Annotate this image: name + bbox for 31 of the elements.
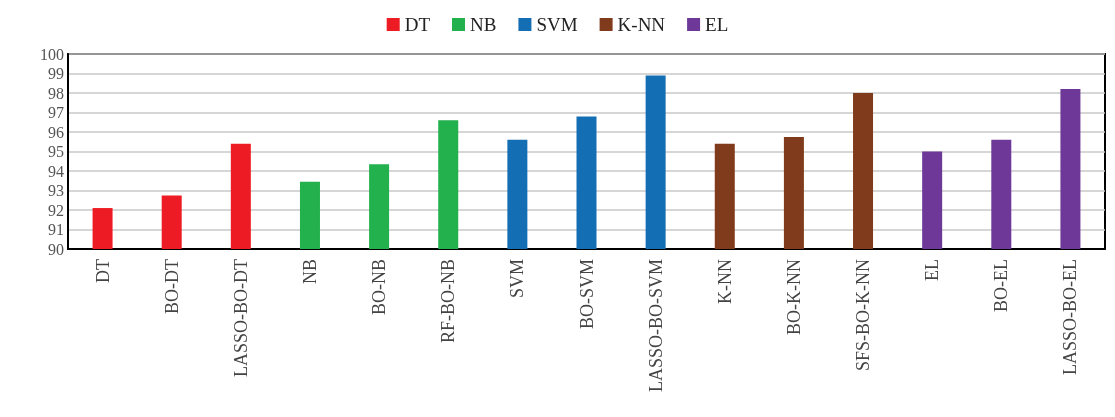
x-tick-label: BO-K-NN bbox=[783, 259, 804, 335]
x-tick-label: LASSO-BO-DT bbox=[230, 259, 251, 378]
y-tick-label: 100 bbox=[40, 45, 64, 63]
x-tick-label: BO-DT bbox=[161, 259, 182, 314]
y-tick-label: 98 bbox=[48, 84, 64, 102]
x-tick-label: EL bbox=[922, 259, 943, 281]
x-tick-label: SFS-BO-K-NN bbox=[853, 259, 874, 372]
y-tick-label: 92 bbox=[48, 201, 64, 219]
legend-label: K-NN bbox=[617, 14, 666, 35]
x-tick-label: BO-SVM bbox=[576, 259, 597, 330]
x-tick-label: K-NN bbox=[714, 259, 735, 304]
y-tick-label: 95 bbox=[48, 143, 64, 160]
x-tick-label: BO-EL bbox=[991, 259, 1012, 312]
y-tick-label: 91 bbox=[48, 221, 64, 238]
y-tick-label: 93 bbox=[48, 182, 64, 199]
x-tick-label: SVM bbox=[507, 259, 528, 299]
legend-label: SVM bbox=[536, 14, 578, 35]
x-tick-label: LASSO-BO-SVM bbox=[645, 259, 666, 393]
x-tick-label: DT bbox=[92, 259, 113, 283]
x-tick-label: LASSO-BO-EL bbox=[1060, 259, 1081, 375]
y-tick-label: 90 bbox=[48, 240, 64, 258]
y-tick-label: 94 bbox=[48, 162, 64, 180]
legend-label: DT bbox=[404, 14, 431, 35]
x-tick-label: NB bbox=[299, 259, 320, 285]
legend-label: EL bbox=[705, 14, 729, 35]
y-tick-label: 99 bbox=[48, 65, 64, 82]
x-tick-label: RF-BO-NB bbox=[438, 259, 459, 344]
y-tick-label: 96 bbox=[48, 123, 64, 141]
y-tick-label: 97 bbox=[48, 104, 64, 121]
x-tick-label: BO-NB bbox=[369, 259, 390, 316]
legend-label: NB bbox=[470, 14, 497, 35]
